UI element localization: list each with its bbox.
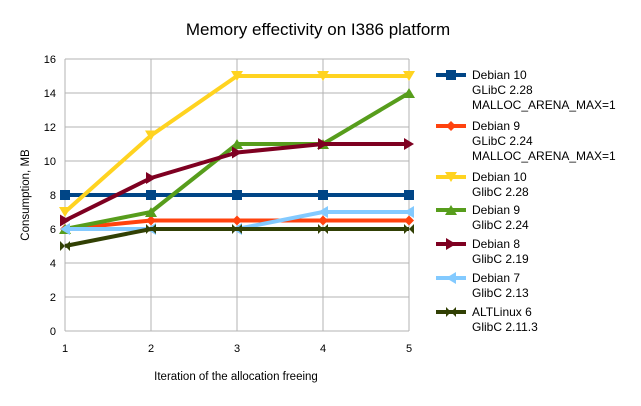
y-tick-label: 12: [44, 122, 56, 134]
legend-label: GLibC 2.28: [472, 83, 533, 97]
x-tick-label: 2: [148, 343, 154, 355]
legend-label: GlibC 2.13: [472, 286, 529, 300]
legend-marker: [446, 307, 456, 317]
y-tick-label: 10: [44, 156, 56, 168]
data-point: [59, 207, 71, 217]
x-tick-label: 4: [320, 343, 326, 355]
legend-label: Debian 9: [472, 119, 520, 133]
legend-label: GlibC 2.19: [472, 252, 529, 266]
data-point: [146, 190, 156, 200]
data-point: [146, 172, 156, 184]
data-point: [232, 215, 242, 226]
legend-label: GlibC 2.28: [472, 185, 529, 199]
data-point: [146, 224, 156, 234]
data-point: [318, 224, 328, 234]
chart-title: Memory effectivity on I386 platform: [186, 20, 450, 39]
legend-label: Debian 9: [472, 203, 520, 217]
data-point: [145, 207, 157, 217]
data-point: [404, 138, 414, 150]
series-5: [60, 138, 414, 227]
x-tick-label: 3: [234, 343, 240, 355]
y-tick-label: 6: [50, 224, 56, 236]
data-point: [60, 214, 70, 227]
legend-label: GLibC 2.24: [472, 134, 533, 148]
data-point: [60, 223, 70, 235]
legend-label: Debian 10: [472, 170, 527, 184]
data-point: [232, 146, 242, 159]
series-2: [60, 215, 414, 234]
y-tick-label: 2: [50, 292, 56, 304]
y-tick-label: 4: [50, 258, 56, 270]
y-tick-label: 8: [50, 190, 56, 202]
data-point: [317, 71, 329, 81]
data-point: [404, 215, 414, 226]
x-axis-label: Iteration of the allocation freeing: [154, 371, 318, 383]
legend-label: Debian 10: [472, 68, 527, 82]
data-point: [318, 138, 328, 150]
data-point: [404, 224, 414, 234]
data-point: [318, 190, 328, 200]
y-axis-label: Consumption, MB: [20, 149, 32, 241]
legend-marker: [446, 70, 456, 80]
data-point: [231, 139, 243, 149]
data-point: [404, 190, 414, 200]
series-7: [60, 224, 414, 251]
data-point: [404, 206, 414, 218]
data-point: [318, 206, 328, 218]
data-point: [146, 215, 156, 226]
data-point: [403, 71, 415, 81]
y-tick-label: 14: [44, 88, 56, 100]
data-point: [232, 190, 242, 200]
legend-marker: [446, 121, 456, 131]
y-tick-label: 16: [44, 54, 56, 66]
x-tick-label: 1: [62, 343, 68, 355]
legend-label: MALLOC_ARENA_MAX=1: [472, 98, 616, 112]
x-tick-label: 5: [406, 343, 412, 355]
series-1: [60, 190, 414, 200]
series-lines: [59, 71, 415, 251]
legend-label: MALLOC_ARENA_MAX=1: [472, 149, 616, 163]
legend-label: ALTLinux 6: [472, 305, 532, 319]
legend-marker: [446, 238, 456, 250]
legend-marker: [445, 205, 457, 215]
legend-label: Debian 7: [472, 271, 520, 285]
legend-marker: [445, 172, 457, 182]
data-point: [60, 241, 70, 251]
data-point: [403, 88, 415, 98]
data-point: [145, 130, 157, 141]
data-point: [60, 190, 70, 200]
legend-label: GlibC 2.11.3: [472, 320, 538, 334]
legend-label: GlibC 2.24: [472, 218, 529, 232]
data-point: [232, 224, 242, 234]
y-tick-label: 0: [50, 326, 56, 338]
data-point: [318, 215, 328, 226]
data-point: [231, 71, 243, 81]
series-3: [59, 71, 415, 217]
legend-label: Debian 8: [472, 237, 520, 251]
legend-marker: [446, 272, 456, 284]
